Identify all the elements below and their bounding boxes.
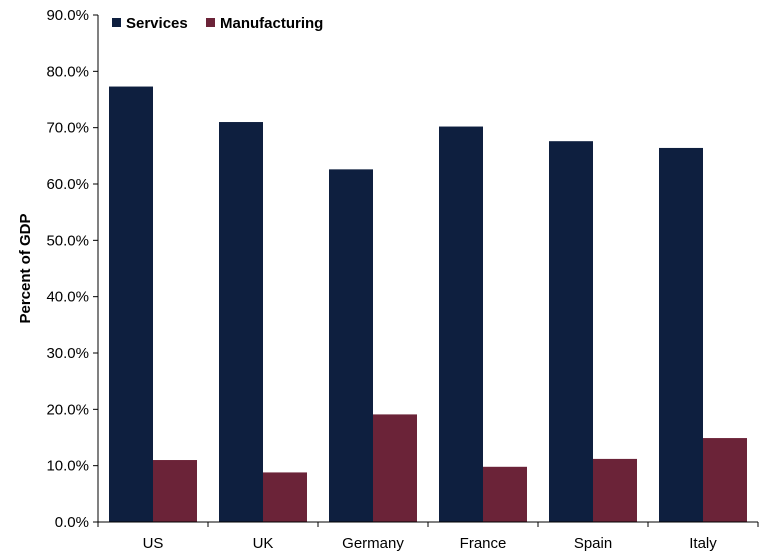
x-tick-label: Germany xyxy=(342,535,404,552)
x-tick-label: France xyxy=(460,535,507,552)
bar-services-germany xyxy=(329,169,373,522)
y-tick-label: 80.0% xyxy=(46,63,89,80)
y-axis-title: Percent of GDP xyxy=(17,213,34,323)
legend-label-services: Services xyxy=(126,15,188,32)
bar-manufacturing-germany xyxy=(373,414,417,522)
legend-label-manufacturing: Manufacturing xyxy=(220,15,323,32)
y-tick-label: 50.0% xyxy=(46,232,89,249)
bar-manufacturing-uk xyxy=(263,472,307,522)
x-tick-label: Spain xyxy=(574,535,612,552)
bar-manufacturing-spain xyxy=(593,458,637,522)
legend-swatch-manufacturing xyxy=(206,18,215,27)
legend-swatch-services xyxy=(112,18,121,27)
x-axis: US UK Germany France Spain Italy xyxy=(97,521,759,552)
y-tick-label: 60.0% xyxy=(46,176,89,193)
y-tick-label: 20.0% xyxy=(46,401,89,418)
legend: Services Manufacturing xyxy=(112,15,323,32)
x-tick-label: US xyxy=(143,535,164,552)
y-tick-label: 0.0% xyxy=(55,514,89,531)
bar-services-spain xyxy=(549,141,593,523)
y-tick-label: 40.0% xyxy=(46,289,89,306)
bar-manufacturing-france xyxy=(483,466,527,522)
bar-services-us xyxy=(109,86,153,522)
y-axis-title-group: Percent of GDP xyxy=(17,213,34,323)
bar-manufacturing-italy xyxy=(703,438,747,522)
y-tick-label: 30.0% xyxy=(46,345,89,362)
x-tick-label: UK xyxy=(253,535,274,552)
bar-services-italy xyxy=(659,147,703,523)
bars xyxy=(109,86,747,523)
x-tick-label: Italy xyxy=(689,535,717,552)
y-tick-label: 10.0% xyxy=(46,458,89,475)
bar-manufacturing-us xyxy=(153,460,197,522)
y-axis: 0.0% 10.0% 20.0% 30.0% 40.0% 50.0% 60.0% 70.0% 8… xyxy=(46,7,99,531)
y-tick-label: 90.0% xyxy=(46,7,89,24)
bar-services-france xyxy=(439,126,483,522)
bar-services-uk xyxy=(219,122,263,523)
y-tick-label: 70.0% xyxy=(46,120,89,137)
